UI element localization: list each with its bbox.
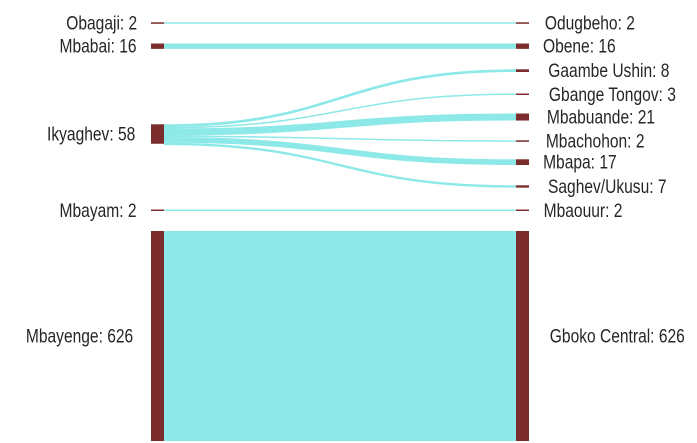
node-label-gboko-central: Gboko Central: 626	[550, 325, 685, 347]
node-label-mbaouur: Mbaouur: 2	[544, 199, 623, 221]
node-label-saghev-ukusu: Saghev/Ukusu: 7	[548, 176, 667, 198]
link-ikyaghev-to-mbachohon	[163, 135, 517, 142]
node-ikyaghev	[151, 124, 164, 144]
node-mbabuande	[516, 113, 529, 121]
node-label-mbabuande: Mbabuande: 21	[547, 106, 655, 128]
node-mbachohon	[516, 140, 529, 142]
node-mbayam	[151, 209, 164, 211]
link-ikyaghev-to-mbapa	[163, 137, 517, 166]
link-ikyaghev-to-mbabuande	[163, 113, 517, 136]
node-mbapa	[516, 159, 529, 166]
node-label-mbabai: Mbabai: 16	[60, 35, 137, 57]
node-mbayenge	[151, 231, 164, 442]
node-gaambe-ushin	[516, 69, 529, 72]
node-saghev-ukusu	[516, 185, 529, 188]
node-obagaji	[151, 22, 164, 24]
nodes-layer	[151, 22, 529, 442]
node-gboko-central	[516, 231, 529, 442]
node-mbaouur	[516, 209, 529, 211]
node-mbabai	[151, 43, 164, 49]
link-ikyaghev-to-gaambe-ushin	[163, 69, 517, 127]
node-label-gbange-tongov: Gbange Tongov: 3	[549, 83, 676, 105]
node-label-ikyaghev: Ikyaghev: 58	[47, 123, 135, 145]
node-label-mbayenge: Mbayenge: 626	[26, 325, 133, 347]
node-obene	[516, 43, 529, 49]
node-label-obagaji: Obagaji: 2	[66, 12, 137, 34]
node-odugbeho	[516, 22, 529, 24]
link-ikyaghev-to-gbange-tongov	[163, 93, 517, 129]
node-gbange-tongov	[516, 93, 529, 95]
node-label-mbayam: Mbayam: 2	[60, 199, 137, 221]
node-label-mbapa: Mbapa: 17	[543, 151, 617, 173]
node-label-gaambe-ushin: Gaambe Ushin: 8	[548, 60, 669, 82]
link-ikyaghev-to-saghev-ukusu	[163, 142, 517, 188]
node-label-mbachohon: Mbachohon: 2	[546, 130, 645, 152]
links-layer	[163, 22, 517, 442]
node-label-obene: Obene: 16	[543, 35, 616, 57]
node-label-odugbeho: Odugbeho: 2	[545, 12, 635, 34]
